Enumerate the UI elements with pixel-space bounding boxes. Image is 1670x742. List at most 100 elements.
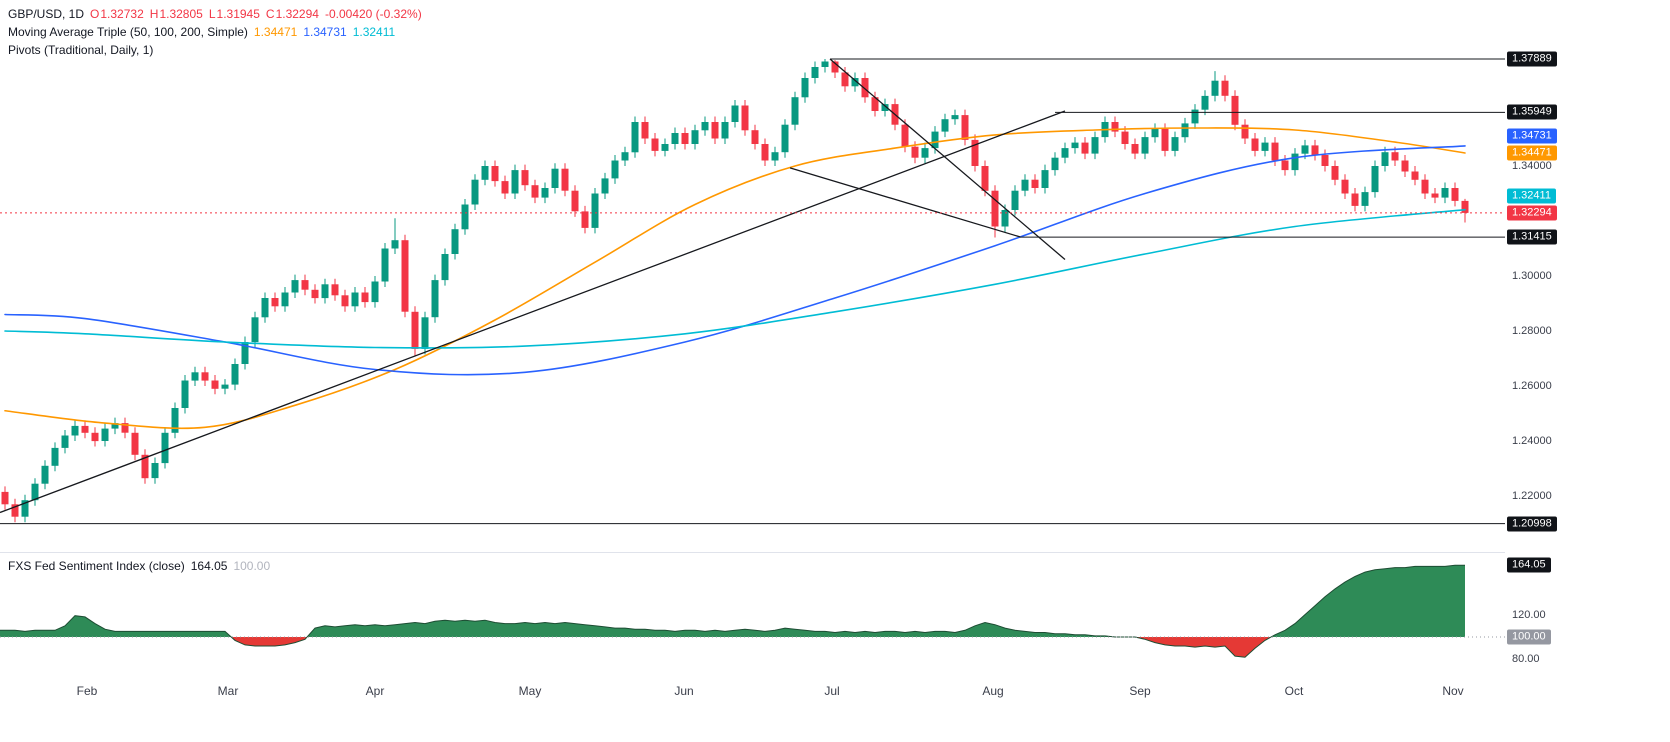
trendline[interactable] (829, 58, 1066, 260)
sentiment-value: 164.05 (190, 559, 228, 573)
candle-body (501, 181, 509, 194)
candle-body (211, 380, 219, 389)
candle-body (361, 292, 369, 303)
price-badge: 1.32294 (1507, 205, 1557, 221)
ohlc-low-label: L (208, 7, 216, 21)
candle-body (971, 139, 979, 166)
candle-body (1231, 95, 1239, 125)
candle-body (921, 148, 929, 158)
candle-body (1131, 144, 1139, 154)
ohlc-high-label: H (149, 7, 159, 21)
symbol-title[interactable]: GBP/USD, 1D (8, 7, 85, 21)
candle-body (401, 240, 409, 312)
candle-body (621, 152, 629, 161)
candle-body (571, 190, 579, 212)
candle-body (861, 78, 869, 98)
candle-body (1171, 137, 1179, 151)
pivots-legend: Pivots (Traditional, Daily, 1) (8, 42, 153, 58)
candle-body (1291, 153, 1299, 171)
month-label: Nov (1442, 684, 1464, 698)
candle-body (381, 248, 389, 282)
candle-body (1461, 200, 1469, 213)
candle-body (411, 311, 419, 349)
candle-body (1121, 131, 1129, 144)
candle-body (1271, 142, 1279, 161)
candle-body (191, 372, 199, 381)
ma200-value: 1.32411 (352, 25, 396, 39)
candle-body (1261, 142, 1269, 151)
ma100-value: 1.34731 (303, 25, 347, 39)
candle-body (31, 483, 39, 501)
candle-body (1371, 166, 1379, 193)
candle-body (941, 119, 949, 132)
candle-body (431, 280, 439, 318)
month-label: May (518, 684, 542, 698)
sentiment-indicator-title[interactable]: FXS Fed Sentiment Index (close) (8, 559, 185, 573)
pane-separator[interactable] (0, 552, 1670, 553)
sentiment-pane[interactable] (0, 552, 1505, 676)
candle-body (221, 384, 229, 389)
price-axis-label: 1.26000 (1512, 380, 1552, 392)
trendline[interactable] (0, 110, 1066, 514)
candle-body (21, 500, 29, 517)
candle-body (1021, 179, 1029, 191)
ohlc-open-label: O (90, 7, 100, 21)
candle-body (1301, 145, 1309, 154)
ma-indicator-title[interactable]: Moving Average Triple (50, 100, 200, Sim… (8, 25, 248, 39)
candle-body (1181, 123, 1189, 138)
candle-body (311, 289, 319, 299)
candle-body (1201, 95, 1209, 110)
month-label: Jul (824, 684, 840, 698)
sentiment-area-green (0, 565, 1465, 637)
candle-body (1281, 160, 1289, 171)
candle-body (581, 211, 589, 228)
trendline[interactable] (789, 167, 1021, 238)
month-label: Oct (1284, 684, 1304, 698)
candle-body (1071, 142, 1079, 149)
main-price-pane[interactable] (0, 0, 1505, 552)
candle-body (61, 435, 69, 448)
ohlc-high-value: 1.32805 (159, 7, 203, 21)
candle-body (761, 144, 769, 161)
candle-body (781, 124, 789, 153)
pivots-indicator-title[interactable]: Pivots (Traditional, Daily, 1) (8, 43, 154, 57)
price-badge: 1.37889 (1507, 51, 1557, 67)
candle-body (901, 124, 909, 147)
candle-body (241, 342, 249, 364)
ma-line-50 (4, 127, 1466, 430)
candle-body (671, 133, 679, 144)
candle-body (141, 454, 149, 479)
candle-body (481, 166, 489, 180)
price-axis-label: 1.22000 (1512, 490, 1552, 502)
candle-body (1331, 166, 1339, 180)
candle-body (1251, 138, 1259, 151)
price-axis-label: 1.34000 (1512, 160, 1552, 172)
candle-body (801, 78, 809, 98)
candle-body (1391, 152, 1399, 161)
candle-body (991, 190, 999, 227)
candle-body (811, 67, 819, 78)
candle-body (171, 408, 179, 433)
candle-body (421, 317, 429, 349)
candle-body (151, 463, 159, 479)
ma50-value: 1.34471 (253, 25, 298, 39)
candle-body (561, 168, 569, 191)
candle-body (321, 284, 329, 299)
candle-body (791, 97, 799, 125)
candle-body (1041, 170, 1049, 188)
price-axis[interactable]: 1.34000 1.30000 1.28000 1.26000 1.24000 1.220… (1505, 0, 1670, 676)
candle-body (831, 61, 839, 73)
candle-body (1141, 137, 1149, 154)
candle-body (931, 131, 939, 149)
candle-body (711, 122, 719, 139)
candle-body (911, 146, 919, 158)
candle-body (111, 423, 119, 429)
candle-body (291, 280, 299, 293)
candle-body (1441, 188, 1449, 198)
month-label: Sep (1129, 684, 1151, 698)
candle-body (851, 78, 859, 87)
time-axis[interactable]: Feb Mar Apr May Jun Jul Aug Sep Oct Nov (0, 676, 1670, 742)
candle-body (1221, 80, 1229, 96)
candle-body (271, 298, 279, 307)
